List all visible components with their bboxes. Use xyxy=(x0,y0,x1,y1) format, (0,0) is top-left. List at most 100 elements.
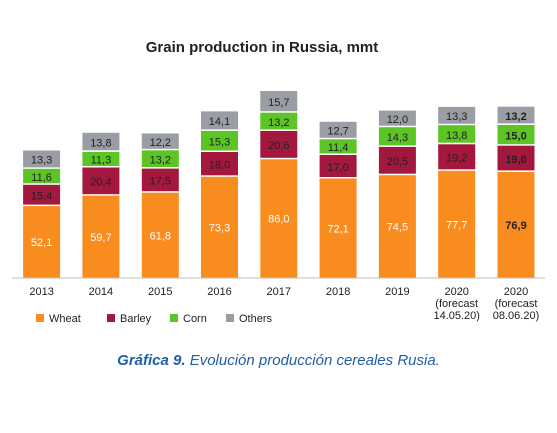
bar-corn-8 xyxy=(497,125,535,145)
value-label-wheat-7: 77,7 xyxy=(446,219,467,231)
caption-text: Evolución producción cereales Rusia. xyxy=(185,352,440,369)
bar-wheat-2 xyxy=(141,192,179,278)
value-label-wheat-5: 72,1 xyxy=(327,223,348,235)
bar-corn-5 xyxy=(319,139,357,154)
value-label-others-0: 13,3 xyxy=(31,155,52,167)
bar-barley-5 xyxy=(319,155,357,177)
x-tick-label-4-0: 2017 xyxy=(267,286,291,298)
bar-barley-6 xyxy=(378,146,416,174)
x-tick-label-7-1: (forecast xyxy=(435,298,478,310)
legend-swatch-corn xyxy=(170,314,178,322)
bar-barley-0 xyxy=(23,184,61,205)
value-label-barley-8: 19,0 xyxy=(505,154,526,166)
bar-others-7 xyxy=(438,106,476,124)
bar-barley-7 xyxy=(438,144,476,170)
bar-barley-8 xyxy=(497,145,535,171)
value-label-barley-3: 18,0 xyxy=(209,159,230,171)
bar-wheat-3 xyxy=(201,176,238,278)
value-label-barley-6: 20,5 xyxy=(387,156,408,168)
x-tick-label-2-0: 2015 xyxy=(148,286,172,298)
x-tick-label-8-0: 2020 xyxy=(504,286,528,298)
value-label-corn-5: 11,4 xyxy=(328,142,349,154)
chart-title: Grain production in Russia, mmt xyxy=(146,39,379,56)
bar-wheat-8 xyxy=(497,171,535,278)
bar-corn-6 xyxy=(378,127,416,146)
value-label-corn-4: 13,2 xyxy=(268,117,289,129)
bar-wheat-1 xyxy=(82,195,120,278)
value-label-wheat-1: 59,7 xyxy=(90,232,111,244)
legend-swatch-wheat xyxy=(36,314,44,322)
bar-others-2 xyxy=(141,133,179,149)
value-label-wheat-4: 86,0 xyxy=(268,214,289,226)
bar-corn-2 xyxy=(141,150,179,167)
x-tick-label-8-1: (forecast xyxy=(495,298,538,310)
x-tick-label-8-2: 08.06.20) xyxy=(493,310,539,322)
bar-others-3 xyxy=(201,111,238,130)
grain-production-chart: Grain production in Russia, mmt 52,1 15,4… xyxy=(12,39,545,325)
caption-lead: Gráfica 9. xyxy=(117,352,186,369)
value-label-wheat-3: 73,3 xyxy=(209,222,230,234)
legend-label-wheat: Wheat xyxy=(49,313,81,325)
bar-barley-2 xyxy=(141,168,179,192)
legend-label-barley: Barley xyxy=(120,313,152,325)
value-label-others-4: 15,7 xyxy=(268,97,289,109)
legend-swatch-others xyxy=(226,314,234,322)
value-label-barley-7: 19,2 xyxy=(446,153,467,165)
bar-others-5 xyxy=(319,121,357,138)
value-label-corn-8: 15,0 xyxy=(505,130,526,142)
value-label-others-8: 13,2 xyxy=(505,111,526,123)
figure-caption: Gráfica 9. Evolución producción cereales… xyxy=(0,352,557,369)
bar-wheat-5 xyxy=(319,178,357,278)
legend: Wheat Barley Corn Others xyxy=(36,313,273,325)
bar-wheat-6 xyxy=(378,175,416,278)
x-tick-label-0-0: 2013 xyxy=(29,286,53,298)
bar-others-1 xyxy=(82,132,120,151)
value-label-wheat-0: 52,1 xyxy=(31,237,52,249)
value-label-corn-7: 13,8 xyxy=(446,130,467,142)
value-label-others-5: 12,7 xyxy=(327,126,348,138)
bars-group: 52,1 15,4 11,6 13,3 59,7 20,4 11,3 13,8 61,8 17,5… xyxy=(23,91,535,278)
x-tick-label-5-0: 2018 xyxy=(326,286,350,298)
bar-corn-3 xyxy=(201,130,238,151)
value-label-barley-1: 20,4 xyxy=(90,177,111,189)
bar-others-0 xyxy=(23,150,61,168)
bar-wheat-0 xyxy=(23,206,61,278)
value-label-barley-2: 17,5 xyxy=(150,176,171,188)
bar-wheat-7 xyxy=(438,170,476,278)
bar-others-6 xyxy=(378,110,416,126)
bar-barley-3 xyxy=(201,152,238,176)
value-label-corn-6: 14,3 xyxy=(387,132,408,144)
x-tick-label-1-0: 2014 xyxy=(89,286,113,298)
bar-wheat-4 xyxy=(260,159,298,278)
value-label-corn-1: 11,3 xyxy=(91,155,112,167)
value-label-others-2: 12,2 xyxy=(150,137,171,149)
bar-corn-0 xyxy=(23,168,61,184)
value-label-others-3: 14,1 xyxy=(209,116,230,128)
value-label-barley-4: 20,6 xyxy=(268,140,289,152)
value-label-corn-3: 15,3 xyxy=(209,136,230,148)
value-label-others-7: 13,3 xyxy=(446,111,467,123)
value-label-wheat-6: 74,5 xyxy=(387,222,408,234)
value-label-others-1: 13,8 xyxy=(90,137,111,149)
legend-swatch-barley xyxy=(107,314,115,322)
bar-others-4 xyxy=(260,91,298,112)
bar-corn-1 xyxy=(82,151,120,166)
legend-label-corn: Corn xyxy=(183,313,207,325)
value-label-wheat-8: 76,9 xyxy=(505,220,526,232)
value-label-barley-0: 15,4 xyxy=(31,191,52,203)
value-label-barley-5: 17,0 xyxy=(327,162,348,174)
bar-corn-4 xyxy=(260,112,298,130)
x-tick-label-7-0: 2020 xyxy=(444,286,468,298)
value-label-others-6: 12,0 xyxy=(387,114,408,126)
value-label-wheat-2: 61,8 xyxy=(150,230,171,242)
bar-barley-4 xyxy=(260,130,298,158)
x-tick-label-7-2: 14.05.20) xyxy=(433,310,479,322)
x-tick-label-6-0: 2019 xyxy=(385,286,409,298)
x-tick-labels: 2013 2014 2015 2016 2017 2018 2019 2020(forecas… xyxy=(29,286,539,322)
bar-others-8 xyxy=(497,106,535,124)
x-tick-label-3-0: 2016 xyxy=(207,286,231,298)
value-label-corn-2: 13,2 xyxy=(150,155,171,167)
value-label-corn-0: 11,6 xyxy=(31,172,52,184)
bar-corn-7 xyxy=(438,125,476,143)
bar-barley-1 xyxy=(82,167,120,195)
